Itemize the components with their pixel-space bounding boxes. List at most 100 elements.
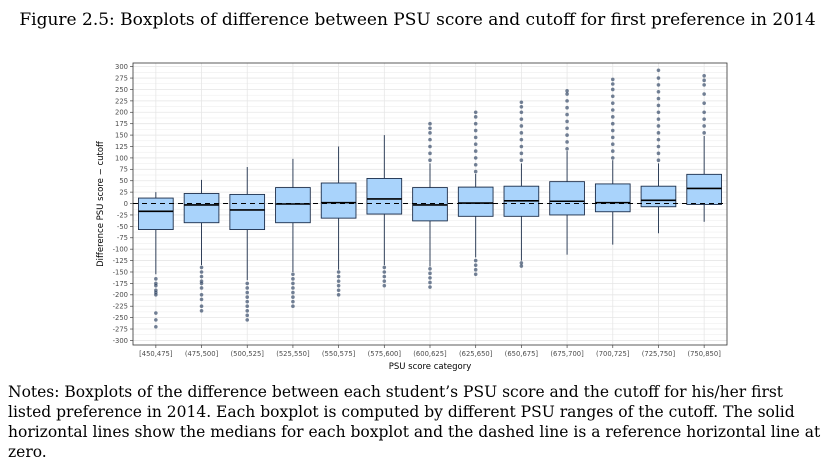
outlier-point [473, 115, 478, 119]
outlier-point [702, 73, 706, 78]
outlier-point [428, 121, 432, 126]
box-(675,700] [549, 89, 585, 255]
outlier-point [656, 151, 661, 156]
outlier-point [565, 146, 569, 151]
outlier-point [610, 108, 615, 112]
outlier-point [199, 274, 204, 279]
outlier-point [199, 270, 204, 274]
y-axis: 3002752502252001751501251007550250-25-50… [113, 63, 133, 345]
outlier-point [473, 258, 478, 263]
y-tick-label: -75 [117, 234, 128, 242]
outlier-point [610, 77, 615, 82]
outlier-point [382, 270, 387, 274]
outlier-point [702, 83, 706, 87]
outlier-point [245, 295, 250, 299]
outlier-point [473, 267, 478, 272]
outlier-point [702, 92, 706, 96]
outlier-point [245, 313, 250, 318]
outlier-point [565, 119, 569, 124]
y-axis-label: Difference PSU score − cutoff [96, 140, 106, 267]
outlier-point [656, 83, 661, 87]
outlier-point [656, 96, 661, 101]
x-tick-label: (725,750] [642, 350, 676, 358]
outlier-point [428, 126, 432, 131]
outlier-point [702, 78, 706, 83]
outlier-point [291, 295, 295, 299]
x-tick-label: [450,475] [139, 350, 173, 358]
outlier-point [428, 151, 432, 156]
box-iqr [686, 173, 722, 205]
x-tick-label: (625,650] [459, 350, 493, 358]
x-tick-label: (750,850] [687, 350, 721, 358]
x-tick-label: (525,550] [276, 350, 310, 358]
outlier-point [245, 290, 250, 295]
x-tick-label: (700,725] [596, 350, 630, 358]
outlier-point [291, 290, 295, 295]
y-tick-label: 225 [115, 97, 128, 105]
outlier-point [610, 101, 615, 105]
outlier-point [702, 131, 706, 135]
outlier-point [519, 144, 524, 149]
outlier-point [565, 126, 569, 131]
y-tick-label: 0 [124, 200, 128, 208]
box-iqr [320, 182, 357, 219]
outlier-point [154, 311, 158, 315]
outlier-point [473, 128, 478, 133]
outlier-point [291, 272, 295, 277]
y-tick-label: -50 [117, 223, 128, 231]
outlier-point [656, 89, 661, 94]
outlier-point [473, 162, 478, 167]
outlier-point [473, 110, 478, 115]
outlier-point [291, 277, 295, 281]
x-tick-label: (475,500] [185, 350, 219, 358]
outlier-point [656, 131, 661, 135]
box-(475,500] [183, 179, 220, 313]
y-tick-label: 150 [115, 131, 128, 139]
box-iqr [275, 187, 311, 224]
y-tick-label: -175 [113, 280, 128, 288]
box-iqr [138, 197, 174, 231]
outlier-point [428, 137, 432, 142]
outlier-point [199, 297, 204, 302]
outlier-point [199, 286, 204, 290]
outlier-point [656, 68, 661, 73]
outlier-point [154, 277, 158, 281]
outlier-point [336, 293, 341, 297]
y-tick-label: 25 [119, 189, 128, 197]
outlier-point [519, 261, 524, 265]
outlier-point [473, 156, 478, 160]
box-(550,575] [320, 146, 357, 297]
box-iqr [594, 183, 631, 213]
y-tick-label: 250 [115, 86, 128, 94]
outlier-point [336, 283, 341, 288]
outlier-point [428, 158, 432, 162]
outlier-point [565, 112, 569, 117]
y-tick-label: 275 [115, 74, 128, 82]
outlier-point [565, 92, 569, 96]
x-tick-label: (600,625] [413, 350, 447, 358]
outlier-point [519, 264, 524, 268]
box-iqr [183, 193, 220, 224]
y-tick-label: 100 [115, 154, 128, 162]
outlier-point [519, 100, 524, 105]
outlier-point [519, 151, 524, 156]
outlier-point [428, 276, 432, 280]
outlier-point [336, 288, 341, 293]
figure-caption: Figure 2.5: Boxplots of difference betwe… [19, 10, 816, 30]
outlier-point [656, 137, 661, 142]
x-tick-label: (650,675] [505, 350, 539, 358]
y-tick-label: -25 [117, 211, 128, 219]
outlier-point [519, 131, 524, 135]
outlier-point [565, 133, 569, 137]
outlier-point [336, 279, 341, 283]
outlier-point [656, 144, 661, 149]
outlier-point [610, 82, 615, 86]
y-tick-label: 75 [119, 166, 128, 174]
outlier-point [154, 318, 158, 322]
x-axis-label: PSU score category [389, 362, 472, 372]
outlier-point [382, 274, 387, 279]
outlier-point [428, 280, 432, 285]
outlier-point [291, 299, 295, 304]
box-(750,850] [686, 73, 722, 222]
outlier-point [610, 94, 615, 99]
